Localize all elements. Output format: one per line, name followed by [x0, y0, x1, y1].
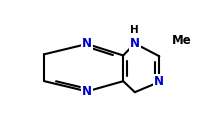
Text: Me: Me — [172, 34, 192, 47]
Text: N: N — [82, 85, 92, 98]
Text: N: N — [130, 37, 140, 50]
Text: N: N — [154, 75, 164, 88]
Text: N: N — [82, 37, 92, 50]
Text: H: H — [130, 25, 139, 35]
